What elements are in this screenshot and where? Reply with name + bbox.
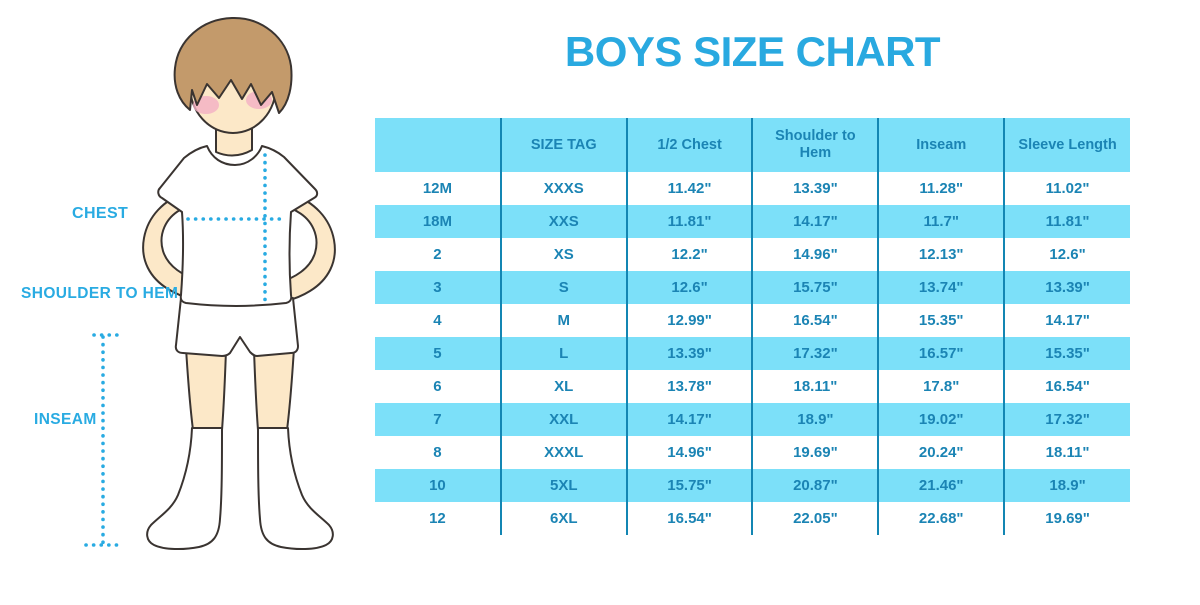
size-row: 12 6XL 16.54" 22.05" 22.68" 19.69"	[375, 502, 1130, 535]
measurement-cell: 16.57"	[878, 337, 1006, 370]
measurement-cell: 14.17"	[1045, 312, 1090, 329]
measurement-cell: 19.69"	[752, 436, 880, 469]
size-cell: 18M	[375, 205, 502, 238]
measurement-cell: 16.54"	[1045, 378, 1090, 395]
measurement-cell: 17.32"	[1004, 403, 1130, 436]
measurement-cell: 20.24"	[878, 436, 1006, 469]
measurement-cell: 18.11"	[752, 370, 880, 403]
measurement-cell: 14.96"	[752, 238, 880, 271]
measurement-cell: 15.75"	[626, 469, 754, 502]
col-header-half-chest: 1/2 Chest	[626, 118, 754, 172]
size-table: SIZE TAG 1/2 Chest Shoulder to Hem Insea…	[375, 118, 1130, 535]
measurement-cell: 18.11"	[1045, 444, 1090, 461]
measurement-cell: 14.17"	[626, 403, 754, 436]
size-row: 2 XS 12.2" 14.96" 12.13" 12.6"	[375, 238, 1130, 271]
size-cell: 12	[375, 502, 502, 535]
page-title: BOYS SIZE CHART	[564, 28, 941, 75]
size-cell: 3	[375, 271, 502, 304]
measurement-cell: 13.39"	[752, 172, 880, 205]
measurement-cell: 19.69"	[1045, 510, 1090, 527]
inseam-label: INSEAM	[34, 411, 97, 428]
measurement-cell: 21.46"	[878, 469, 1006, 502]
size-cell: 10	[375, 469, 502, 502]
table-header: SIZE TAG 1/2 Chest Shoulder to Hem Insea…	[375, 118, 1130, 172]
size-row: 4 M 12.99" 16.54" 15.35" 14.17"	[375, 304, 1130, 337]
measurement-cell: 18.9"	[752, 403, 880, 436]
size-row: 12M XXXS 11.42" 13.39" 11.28" 11.02"	[375, 172, 1130, 205]
size-cell: 7	[375, 403, 502, 436]
col-header-blank	[375, 118, 502, 172]
measurement-cell: 19.02"	[878, 403, 1006, 436]
col-header-size-tag: SIZE TAG	[500, 118, 628, 172]
measurement-cell: 13.74"	[878, 271, 1006, 304]
col-header-inseam: Inseam	[878, 118, 1006, 172]
size-cell: 8	[375, 436, 502, 469]
size-row: 18M XXS 11.81" 14.17" 11.7" 11.81"	[375, 205, 1130, 238]
measurement-cell: S	[500, 271, 628, 304]
measurement-cell: 13.39"	[626, 337, 754, 370]
measurement-cell: 13.78"	[626, 370, 754, 403]
boy-figure-graphic	[84, 16, 336, 551]
measurement-cell: 12.13"	[878, 238, 1006, 271]
size-row: 8 XXXL 14.96" 19.69" 20.24" 18.11"	[375, 436, 1130, 469]
shoulder-to-hem-label: SHOULDER TO HEM	[21, 285, 179, 302]
measurement-cell: XXL	[500, 403, 628, 436]
measurement-cell: 22.05"	[752, 502, 880, 535]
size-row: 7 XXL 14.17" 18.9" 19.02" 17.32"	[375, 403, 1130, 436]
chest-label: CHEST	[72, 205, 129, 222]
measurement-cell: 16.54"	[626, 502, 754, 535]
col-header-shoulder-hem: Shoulder to Hem	[752, 118, 880, 172]
measurement-cell: 12.2"	[626, 238, 754, 271]
measurement-cell: 15.75"	[752, 271, 880, 304]
measurement-cell: 11.81"	[626, 205, 754, 238]
measurement-cell: XXXS	[500, 172, 628, 205]
size-cell: 4	[375, 304, 502, 337]
measurement-cell: XXS	[500, 205, 628, 238]
measurement-cell: 15.35"	[878, 304, 1006, 337]
measurement-cell: 11.7"	[878, 205, 1006, 238]
measurement-cell: 17.32"	[752, 337, 880, 370]
measurement-cell: XXXL	[500, 436, 628, 469]
measurement-cell: XS	[500, 238, 628, 271]
table-body: 12M XXXS 11.42" 13.39" 11.28" 11.02" 18M XXS 11.…	[375, 172, 1130, 535]
measurement-cell: 5XL	[500, 469, 628, 502]
measurement-cell: 17.8"	[878, 370, 1006, 403]
size-row: 3 S 12.6" 15.75" 13.74" 13.39"	[375, 271, 1130, 304]
measurement-cell: 20.87"	[752, 469, 880, 502]
size-row: 6 XL 13.78" 18.11" 17.8" 16.54"	[375, 370, 1130, 403]
boy-illustration: CHEST SHOULDER TO HEM INSEAM	[0, 0, 380, 600]
measurement-cell: 11.28"	[878, 172, 1006, 205]
col-header-sleeve-length: Sleeve Length	[1004, 118, 1130, 172]
measurement-cell: 11.02"	[1045, 180, 1090, 197]
measurement-cell: 12.99"	[626, 304, 754, 337]
size-row: 5 L 13.39" 17.32" 16.57" 15.35"	[375, 337, 1130, 370]
measurement-cell: 16.54"	[752, 304, 880, 337]
size-cell: 5	[375, 337, 502, 370]
size-cell: 2	[375, 238, 502, 271]
header-row: SIZE TAG 1/2 Chest Shoulder to Hem Insea…	[375, 118, 1130, 172]
measurement-cell: 18.9"	[1004, 469, 1130, 502]
measurement-cell: 6XL	[500, 502, 628, 535]
size-row: 10 5XL 15.75" 20.87" 21.46" 18.9"	[375, 469, 1130, 502]
measurement-cell: 12.6"	[626, 271, 754, 304]
measurement-cell: 22.68"	[878, 502, 1006, 535]
measurement-cell: L	[500, 337, 628, 370]
measurement-cell: 14.96"	[626, 436, 754, 469]
size-cell: 12M	[375, 172, 502, 205]
measurement-cell: 14.17"	[752, 205, 880, 238]
measurement-cell: M	[500, 304, 628, 337]
measurement-cell: XL	[500, 370, 628, 403]
measurement-cell: 12.6"	[1049, 246, 1086, 263]
measurement-cell: 13.39"	[1004, 271, 1130, 304]
measurement-cell: 15.35"	[1004, 337, 1130, 370]
measurement-cell: 11.81"	[1004, 205, 1130, 238]
measurement-cell: 11.42"	[626, 172, 754, 205]
size-cell: 6	[375, 370, 502, 403]
